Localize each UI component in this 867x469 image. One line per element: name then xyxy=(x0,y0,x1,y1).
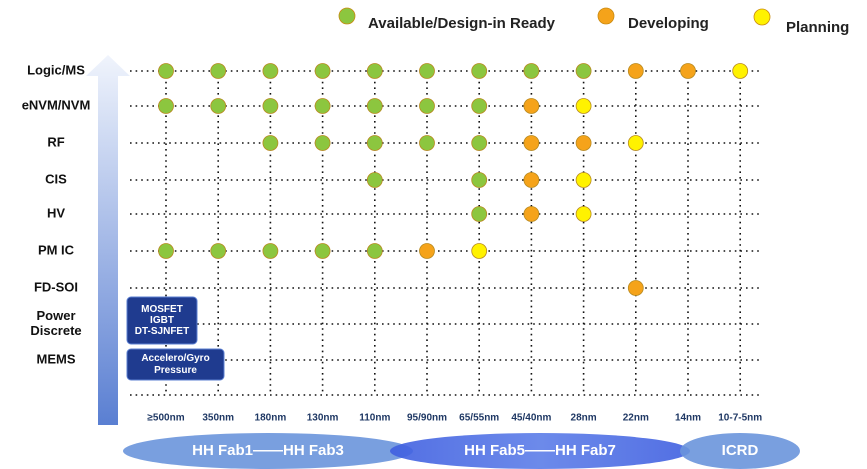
status-dot xyxy=(419,243,435,259)
column-label: ≥500nm xyxy=(147,413,184,424)
status-dot xyxy=(627,135,644,151)
status-dot xyxy=(523,172,540,188)
column-label: 110nm xyxy=(359,413,390,424)
status-dot xyxy=(627,280,644,296)
status-dot xyxy=(210,243,227,259)
status-dot xyxy=(366,98,383,114)
product-box xyxy=(126,348,225,381)
status-dot xyxy=(575,135,592,151)
status-dot xyxy=(366,135,383,151)
column-label: 95/90nm xyxy=(407,413,447,424)
status-dot xyxy=(366,243,383,259)
status-dot xyxy=(210,63,227,79)
status-dot xyxy=(575,98,592,114)
status-dot xyxy=(471,172,488,188)
legend-dot xyxy=(753,8,771,26)
legend-label: Developing xyxy=(628,15,709,32)
status-dot xyxy=(680,63,696,79)
row-label: MEMS xyxy=(37,351,76,366)
status-dot xyxy=(523,98,540,114)
status-dot xyxy=(314,98,331,114)
status-dot xyxy=(575,63,592,79)
status-dot xyxy=(419,98,435,114)
status-dot xyxy=(366,63,383,79)
status-dot xyxy=(314,63,331,79)
status-dot xyxy=(575,206,592,222)
column-label: 28nm xyxy=(571,413,597,424)
status-dot xyxy=(732,63,749,79)
status-dot xyxy=(627,63,644,79)
status-dot xyxy=(471,98,488,114)
product-label: IGBT xyxy=(150,315,174,326)
status-dot xyxy=(523,63,540,79)
column-label: 180nm xyxy=(255,413,287,424)
row-label: Logic/MS xyxy=(27,62,85,77)
status-dot xyxy=(471,135,488,151)
product-box xyxy=(126,296,198,345)
column-label: 22nm xyxy=(623,413,649,424)
product-label: Pressure xyxy=(154,365,197,376)
status-dot xyxy=(523,135,540,151)
legend-dot xyxy=(338,7,356,25)
legend-dot xyxy=(597,7,615,25)
fab-ellipse xyxy=(680,433,800,469)
product-label: DT-SJNFET xyxy=(135,326,189,337)
fab-ellipse xyxy=(390,433,690,469)
row-label: Discrete xyxy=(30,323,81,338)
status-dot xyxy=(262,135,279,151)
fab-ellipse xyxy=(123,433,413,469)
legend-label: Planning xyxy=(786,19,849,36)
fab-label: HH Fab5——HH Fab7 xyxy=(464,442,616,459)
row-label: RF xyxy=(47,134,64,149)
row-label: HV xyxy=(47,205,65,220)
column-label: 10-7-5nm xyxy=(718,413,762,424)
column-label: 130nm xyxy=(307,413,339,424)
status-dot xyxy=(314,135,331,151)
column-label: 65/55nm xyxy=(459,413,499,424)
row-label: PM IC xyxy=(38,242,75,257)
fab-label: HH Fab1——HH Fab3 xyxy=(192,442,344,459)
row-label: CIS xyxy=(45,171,67,186)
status-dot xyxy=(575,172,592,188)
status-dot xyxy=(471,63,488,79)
product-label: MOSFET xyxy=(141,304,183,315)
legend-label: Available/Design-in Ready xyxy=(368,15,556,32)
column-label: 350nm xyxy=(202,413,234,424)
status-dot xyxy=(158,243,174,259)
status-dot xyxy=(158,63,174,79)
status-dot xyxy=(262,98,279,114)
product-label: Accelero/Gyro xyxy=(141,353,209,364)
status-dot xyxy=(419,63,435,79)
status-dot xyxy=(366,172,383,188)
status-dot xyxy=(158,98,174,114)
row-label: FD-SOI xyxy=(34,279,78,294)
status-dot xyxy=(210,98,227,114)
fab-label: ICRD xyxy=(722,442,759,459)
column-label: 14nm xyxy=(675,413,701,424)
status-dot xyxy=(471,206,488,222)
status-dot xyxy=(471,243,488,259)
status-dot xyxy=(262,63,279,79)
axis-arrow xyxy=(86,55,130,425)
status-dot xyxy=(262,243,279,259)
row-label: Power xyxy=(36,308,75,323)
status-dot xyxy=(523,206,540,222)
row-label: eNVM/NVM xyxy=(22,97,91,112)
status-dot xyxy=(314,243,331,259)
status-dot xyxy=(419,135,435,151)
column-label: 45/40nm xyxy=(511,413,551,424)
